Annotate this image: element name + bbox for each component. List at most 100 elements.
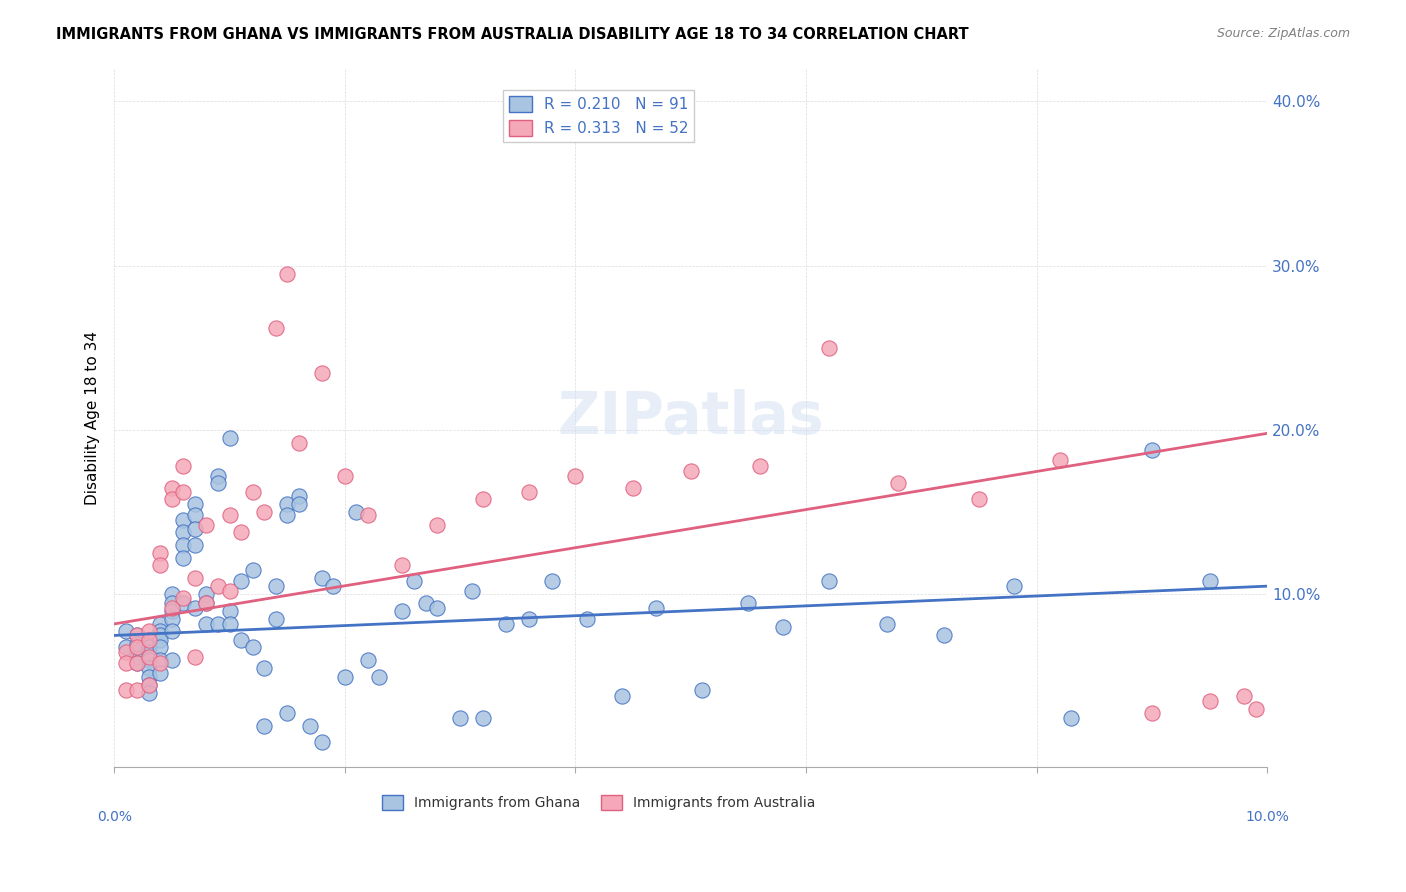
Point — [127, 628, 149, 642]
Point — [449, 710, 471, 724]
Point — [242, 485, 264, 500]
Point — [737, 596, 759, 610]
Point — [114, 657, 136, 671]
Point — [218, 604, 240, 618]
Point — [460, 584, 482, 599]
Point — [934, 628, 956, 642]
Point — [229, 633, 252, 648]
Point — [172, 485, 194, 500]
Point — [138, 633, 160, 648]
Point — [229, 574, 252, 589]
Point — [610, 690, 633, 704]
Point — [138, 633, 160, 648]
Text: 10.0%: 10.0% — [1246, 810, 1289, 824]
Point — [149, 666, 172, 681]
Point — [207, 475, 229, 490]
Point — [276, 508, 298, 523]
Point — [114, 682, 136, 697]
Point — [160, 491, 183, 506]
Point — [195, 616, 218, 631]
Point — [160, 481, 183, 495]
Point — [160, 624, 183, 638]
Point — [299, 719, 322, 733]
Point — [472, 710, 495, 724]
Point — [114, 645, 136, 659]
Point — [415, 596, 437, 610]
Point — [149, 628, 172, 642]
Point — [138, 686, 160, 700]
Point — [575, 612, 598, 626]
Point — [160, 612, 183, 626]
Point — [541, 574, 564, 589]
Point — [264, 579, 287, 593]
Point — [138, 653, 160, 667]
Point — [1140, 706, 1163, 720]
Point — [172, 596, 194, 610]
Point — [264, 612, 287, 626]
Point — [149, 653, 172, 667]
Point — [818, 574, 841, 589]
Point — [149, 633, 172, 648]
Point — [138, 678, 160, 692]
Point — [1198, 694, 1220, 708]
Point — [195, 596, 218, 610]
Point — [391, 604, 413, 618]
Point — [218, 431, 240, 445]
Point — [114, 640, 136, 654]
Point — [184, 600, 207, 615]
Point — [138, 640, 160, 654]
Point — [287, 489, 309, 503]
Point — [172, 459, 194, 474]
Point — [368, 669, 391, 683]
Point — [253, 719, 276, 733]
Point — [1060, 710, 1083, 724]
Point — [127, 657, 149, 671]
Text: Source: ZipAtlas.com: Source: ZipAtlas.com — [1216, 27, 1350, 40]
Point — [127, 645, 149, 659]
Point — [195, 587, 218, 601]
Point — [621, 481, 644, 495]
Point — [357, 653, 380, 667]
Point — [818, 341, 841, 355]
Point — [184, 571, 207, 585]
Point — [690, 682, 713, 697]
Point — [149, 616, 172, 631]
Point — [149, 624, 172, 638]
Point — [160, 596, 183, 610]
Point — [184, 497, 207, 511]
Y-axis label: Disability Age 18 to 34: Disability Age 18 to 34 — [86, 331, 100, 505]
Point — [1049, 452, 1071, 467]
Point — [149, 546, 172, 560]
Point — [311, 366, 333, 380]
Point — [138, 649, 160, 664]
Text: 0.0%: 0.0% — [97, 810, 132, 824]
Point — [172, 591, 194, 605]
Point — [426, 518, 449, 533]
Point — [333, 469, 356, 483]
Point — [160, 587, 183, 601]
Point — [1140, 442, 1163, 457]
Point — [127, 640, 149, 654]
Point — [218, 616, 240, 631]
Legend: Immigrants from Ghana, Immigrants from Australia: Immigrants from Ghana, Immigrants from A… — [377, 790, 821, 816]
Point — [242, 563, 264, 577]
Point — [1002, 579, 1025, 593]
Point — [172, 513, 194, 527]
Point — [517, 485, 540, 500]
Point — [311, 571, 333, 585]
Point — [138, 624, 160, 638]
Point — [149, 657, 172, 671]
Point — [311, 735, 333, 749]
Point — [472, 491, 495, 506]
Point — [195, 518, 218, 533]
Point — [127, 637, 149, 651]
Point — [160, 600, 183, 615]
Point — [207, 579, 229, 593]
Point — [127, 682, 149, 697]
Point — [679, 464, 702, 478]
Point — [276, 267, 298, 281]
Point — [287, 436, 309, 450]
Point — [172, 551, 194, 566]
Point — [127, 649, 149, 664]
Point — [229, 524, 252, 539]
